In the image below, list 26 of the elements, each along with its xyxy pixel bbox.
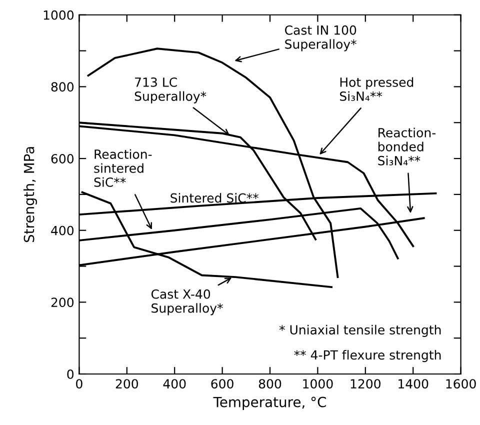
series-label: Sintered SiC** <box>170 193 258 203</box>
x-tick-label: 0 <box>76 379 82 389</box>
x-tick-label: 800 <box>258 379 282 389</box>
x-tick-label: 600 <box>211 379 234 389</box>
y-tick-label: 600 <box>51 154 74 164</box>
x-tick-label: 1600 <box>446 379 476 389</box>
y-tick-label: 400 <box>51 226 74 236</box>
legend-label: Cast IN 100 Superalloy* <box>285 25 356 52</box>
y-tick-label: 1000 <box>44 10 74 20</box>
x-tick-label: 1400 <box>398 379 428 389</box>
annotation: ** 4-PT flexure strength <box>294 350 441 362</box>
annotation: * Uniaxial tensile strength <box>279 324 441 337</box>
series-label: 713 LC Superalloy* <box>134 77 206 104</box>
x-tick-label: 200 <box>116 379 138 389</box>
legend-label: Cast X-40 Superalloy* <box>151 289 223 316</box>
x-axis-title: Temperature, °C <box>213 396 326 410</box>
y-tick-label: 200 <box>51 298 74 308</box>
text: Hot pressed Si₃N₄** <box>340 77 414 101</box>
x-tick-label: 400 <box>163 379 186 389</box>
y-tick-label: 0 <box>67 369 74 379</box>
text: Reaction- bonded Si₃N₄** <box>378 128 436 166</box>
text: Reaction- sintered SiC** <box>94 149 152 187</box>
x-tick-label: 1000 <box>303 379 333 389</box>
y-axis-title: Strength, MPa <box>24 147 37 242</box>
x-tick-label: 1200 <box>350 379 380 389</box>
y-tick-label: 800 <box>51 82 74 92</box>
